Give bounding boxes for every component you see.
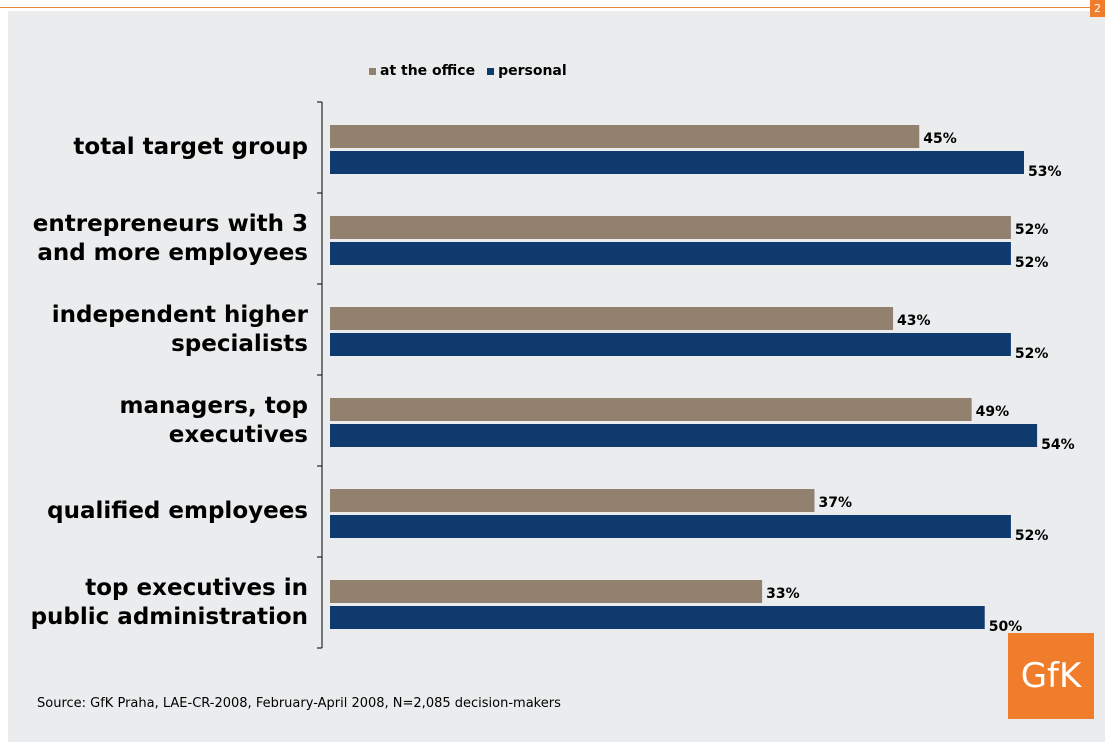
- category-label-managers-top-executives: managers, top executives: [119, 392, 308, 448]
- bar-personal-top-executives-in-public-administration: [330, 606, 985, 629]
- bar-at-the-office-top-executives-in-public-administration: [330, 580, 763, 603]
- category-label-total-target-group: total target group: [73, 134, 308, 160]
- bar-at-the-office-independent-higher-specialists: [330, 307, 894, 330]
- data-label-at-the-office-total-target-group: 45%: [923, 131, 957, 147]
- data-label-personal-top-executives-in-public-administration: 50%: [989, 619, 1023, 635]
- bar-at-the-office-managers-top-executives: [330, 398, 972, 421]
- data-label-personal-independent-higher-specialists: 52%: [1015, 346, 1049, 362]
- legend-item-office: at the office: [369, 63, 475, 79]
- gfk-logo: GfK: [1008, 633, 1094, 719]
- bar-at-the-office-entrepreneurs-with-3-and-more-employees: [330, 216, 1011, 239]
- bar-personal-total-target-group: [330, 151, 1024, 174]
- top-rule: [0, 7, 1105, 8]
- chart-legend: at the office personal: [369, 63, 579, 79]
- data-label-personal-managers-top-executives: 54%: [1041, 437, 1075, 453]
- legend-label-office: at the office: [380, 63, 476, 79]
- bar-personal-qualified-employees: [330, 515, 1011, 538]
- legend-label-personal: personal: [498, 63, 567, 79]
- data-label-at-the-office-managers-top-executives: 49%: [976, 404, 1010, 420]
- page-number: 2: [1090, 0, 1105, 17]
- data-label-at-the-office-independent-higher-specialists: 43%: [897, 313, 931, 329]
- data-label-personal-entrepreneurs-with-3-and-more-employees: 52%: [1015, 255, 1049, 271]
- legend-swatch-office: [369, 67, 376, 75]
- category-label-entrepreneurs-with-3-and-more-employees: entrepreneurs with 3 and more employees: [32, 210, 308, 266]
- legend-item-personal: personal: [487, 63, 567, 79]
- bar-personal-entrepreneurs-with-3-and-more-employees: [330, 242, 1011, 265]
- data-label-personal-total-target-group: 53%: [1028, 164, 1062, 180]
- source-note: Source: GfK Praha, LAE-CR-2008, February…: [37, 696, 561, 711]
- category-label-independent-higher-specialists: independent higher specialists: [51, 301, 308, 357]
- bar-personal-independent-higher-specialists: [330, 333, 1011, 356]
- data-label-at-the-office-top-executives-in-public-administration: 33%: [766, 586, 800, 602]
- legend-swatch-personal: [487, 67, 495, 75]
- data-label-at-the-office-qualified-employees: 37%: [818, 495, 852, 511]
- data-label-at-the-office-entrepreneurs-with-3-and-more-employees: 52%: [1015, 222, 1049, 238]
- bar-at-the-office-total-target-group: [330, 125, 920, 148]
- bar-personal-managers-top-executives: [330, 424, 1038, 447]
- category-label-qualified-employees: qualified employees: [47, 498, 308, 524]
- bar-at-the-office-qualified-employees: [330, 489, 815, 512]
- data-label-personal-qualified-employees: 52%: [1015, 528, 1049, 544]
- category-label-top-executives-in-public-administration: top executives in public administration: [30, 574, 308, 630]
